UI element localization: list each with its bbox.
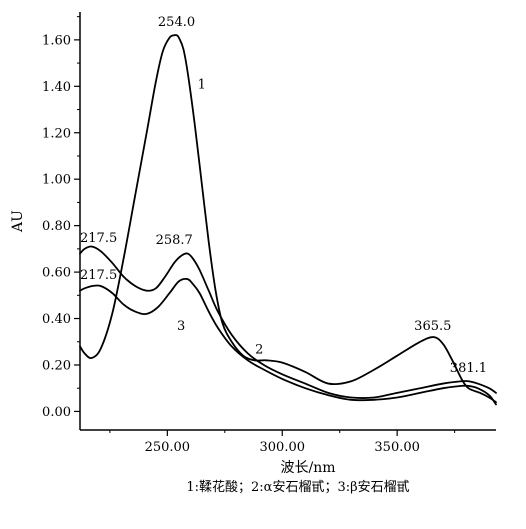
y-tick-label: 0.60 (42, 266, 71, 281)
series-2-line (79, 245, 497, 399)
y-tick-label: 1.20 (42, 126, 71, 141)
x-tick-label: 250.00 (145, 440, 191, 455)
axis-ticks: 0.00 0.20 0.40 0.60 0.80 1.00 1.20 1.40 1.60 250.… (42, 16, 456, 455)
annotation-label: 381.1 (450, 361, 487, 376)
y-tick-label: 1.40 (42, 80, 71, 95)
series-3-line (79, 278, 497, 406)
annotation-label: 2 (255, 342, 263, 357)
y-tick-label: 0.40 (42, 312, 71, 327)
plot-area (79, 34, 497, 406)
figure-caption: 1:鞣花酸；2:α安石榴甙；3:β安石榴甙 (186, 479, 409, 495)
y-tick-label: 0.20 (42, 358, 71, 373)
annotation-label: 258.7 (156, 233, 193, 248)
y-axis-title: AU (10, 210, 26, 233)
axes (79, 12, 496, 431)
y-tick-label: 0.00 (42, 405, 71, 420)
annotation-label: 254.0 (158, 15, 195, 30)
y-tick-label: 0.80 (42, 219, 71, 234)
annotation-label: 217.5 (80, 231, 117, 246)
y-tick-label: 1.60 (42, 33, 71, 48)
annotation-label: 217.5 (80, 268, 117, 283)
annotation-label: 365.5 (414, 319, 451, 334)
x-axis-title: 波长/nm (280, 460, 335, 476)
y-tick-label: 1.00 (42, 173, 71, 188)
peak-annotations: 254.0 1 217.5 258.7 217.5 3 2 365.5 381.1 (80, 15, 487, 376)
annotation-label: 3 (177, 319, 185, 334)
series-1-line (79, 34, 497, 404)
x-tick-label: 300.00 (260, 440, 306, 455)
x-tick-label: 350.00 (374, 440, 420, 455)
annotation-label: 1 (198, 78, 206, 93)
